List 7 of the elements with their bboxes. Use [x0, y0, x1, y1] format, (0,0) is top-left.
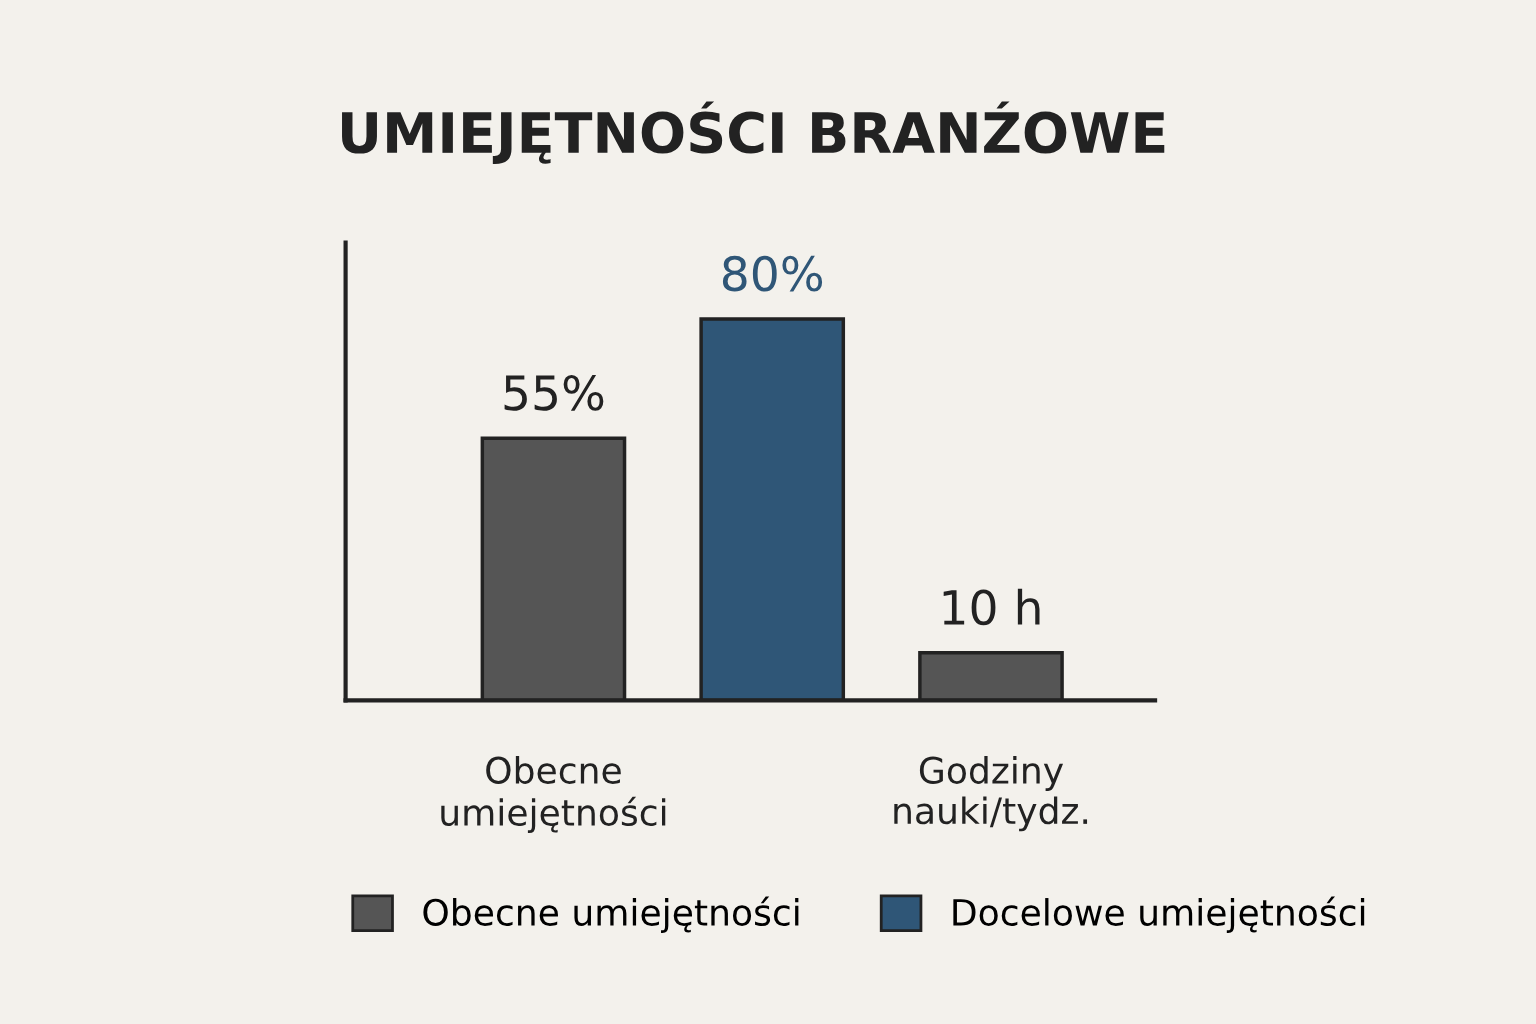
legend-label: Docelowe umiejętności [953, 896, 1365, 933]
data-label: 10 h [943, 588, 1040, 626]
data-label: 80% [722, 255, 823, 292]
chart-title: UMIEJĘTNOŚCI BRANŹOWE [342, 101, 1165, 164]
x-tick-label: Godziny nauki/tydz. [894, 755, 1088, 832]
data-label: 55% [504, 375, 604, 411]
legend-label: Obecne umiejętności [423, 896, 799, 933]
